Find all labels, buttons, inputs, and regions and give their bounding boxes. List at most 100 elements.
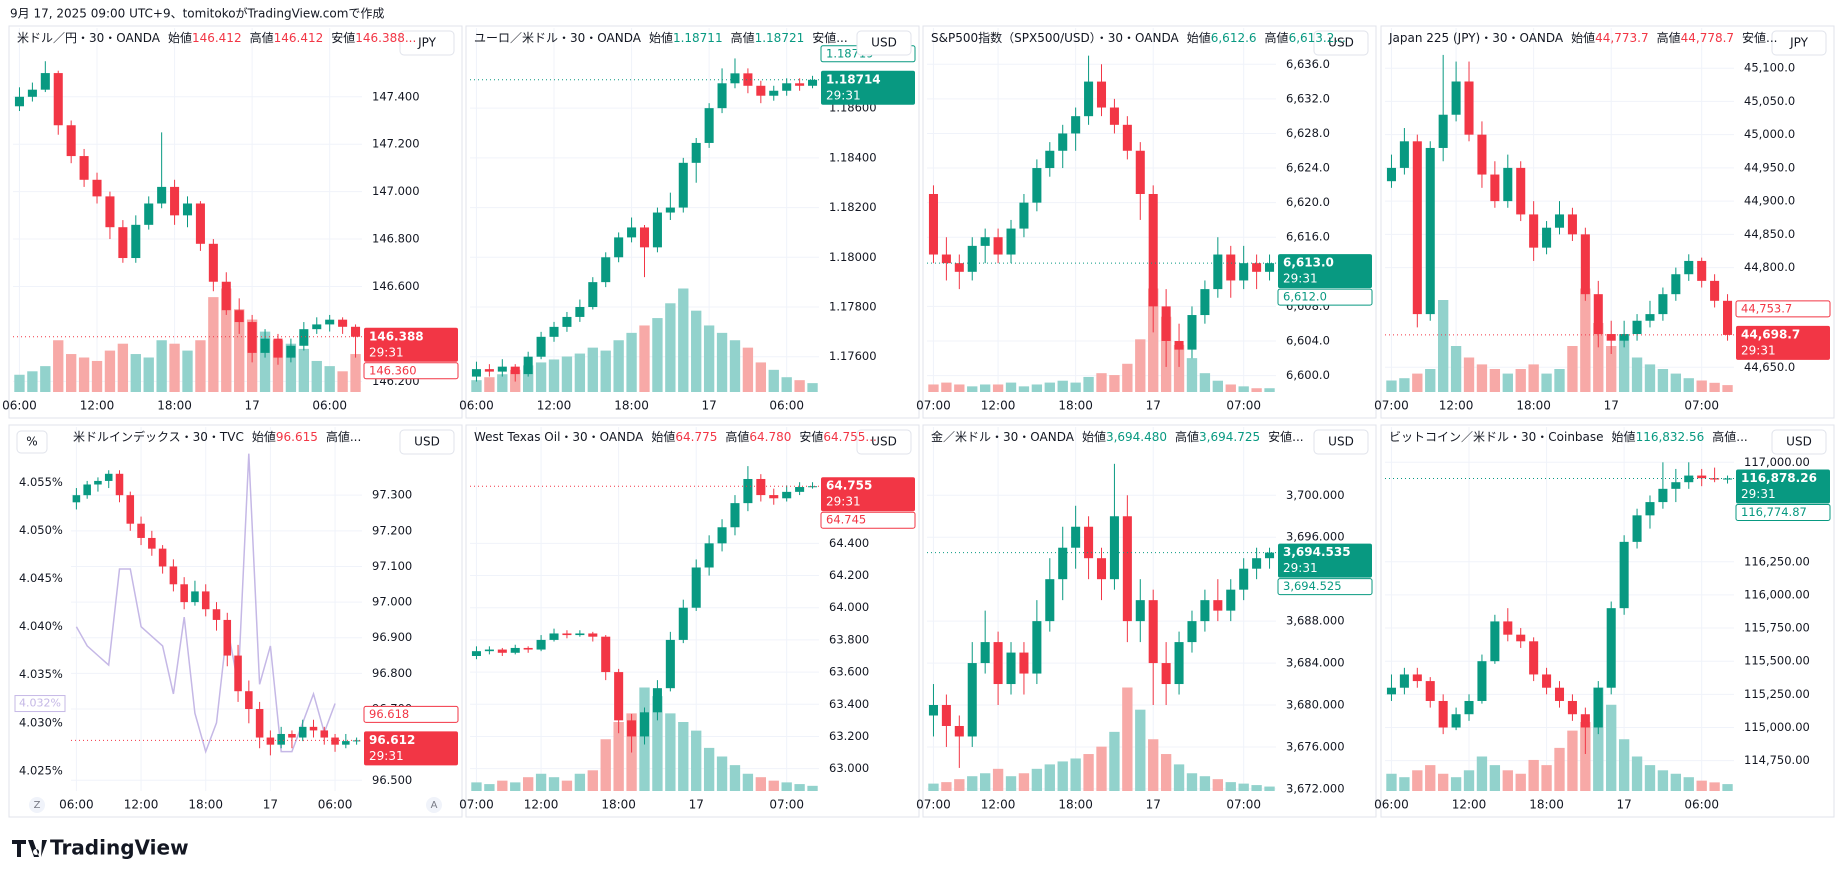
candle-body — [1503, 621, 1513, 635]
candle-body — [1658, 488, 1668, 503]
y-tick-label: 146.600 — [372, 279, 420, 293]
volume-bar — [104, 350, 116, 392]
volume-bar — [1018, 386, 1030, 392]
legend-name: 高値 — [250, 30, 274, 45]
volume-bar — [1135, 709, 1146, 791]
legend: ユーロ／米ドル・30・OANDA 始値1.18711 高値1.18721 安値... — [474, 30, 848, 45]
volume-bar — [208, 297, 219, 392]
y-tick-label: 147.200 — [372, 137, 420, 151]
volume-bar — [117, 343, 129, 392]
candle-body — [704, 543, 714, 568]
candle-body — [182, 203, 193, 216]
candle-body — [510, 366, 520, 375]
volume-bar — [1044, 764, 1055, 791]
legend-title: 米ドル／円・30・OANDA — [17, 31, 161, 45]
x-tick-label: 18:00 — [157, 399, 192, 413]
candle-body — [104, 473, 113, 481]
candle-body — [137, 523, 145, 538]
volume-bar — [1489, 369, 1501, 392]
last-price-badge — [364, 327, 458, 362]
candle-body — [212, 609, 221, 620]
volume-bar — [1644, 364, 1656, 392]
x-tick-label: 06:00 — [1374, 798, 1409, 812]
volume-bar — [652, 696, 663, 791]
candle-body — [351, 326, 361, 337]
chart-panel: 45,100.0 45,050.0 45,000.0 44,950.0 44,900.0… — [1374, 25, 1835, 419]
candle-body — [1071, 116, 1081, 134]
y-tick-label: 63.200 — [829, 729, 869, 743]
countdown: 29:31 — [826, 495, 861, 509]
volume-bar — [1722, 385, 1733, 392]
candle-body — [1658, 294, 1668, 315]
y-tick-label: 97.000 — [372, 595, 412, 609]
volume-bar — [1515, 369, 1526, 392]
volume-bar — [1657, 770, 1669, 791]
y-tick-label: 6,624.0 — [1286, 161, 1330, 175]
volume-bar — [1109, 375, 1120, 392]
y-tick-label: 3,688.000 — [1286, 614, 1345, 628]
chart-panel: 117,000.00 116,250.00 116,000.00 115,750.00… — [1374, 424, 1835, 818]
legend-value: 116,832.56 — [1636, 430, 1705, 444]
legend-value: 44,773.7 — [1595, 31, 1648, 45]
candle-body — [1606, 608, 1616, 688]
candle-body — [588, 282, 598, 307]
volume-bar — [1186, 358, 1198, 392]
x-tick-label: 12:00 — [981, 798, 1016, 812]
legend-value: 146.388... — [355, 31, 416, 45]
candle-body — [769, 495, 779, 499]
candle-body — [1019, 652, 1029, 674]
volume-bar — [1425, 369, 1436, 392]
y-tick-label: 63.000 — [829, 761, 869, 775]
candle-body — [126, 495, 135, 524]
scale-button-label: Z — [34, 800, 41, 811]
candle-body — [1593, 294, 1603, 335]
x-tick-label: 12:00 — [80, 399, 115, 413]
volume-bar — [1528, 364, 1539, 392]
candle-body — [980, 237, 990, 246]
y-tick-label: 3,684.000 — [1286, 656, 1345, 670]
volume-bar — [130, 354, 141, 392]
volume-bar — [324, 366, 335, 392]
x-tick-label: 18:00 — [1516, 399, 1551, 413]
volume-bar — [1238, 783, 1249, 791]
countdown: 29:31 — [1283, 561, 1318, 575]
x-tick-label: 07:00 — [769, 798, 804, 812]
volume-bar — [1593, 323, 1604, 392]
candle-body — [1567, 214, 1577, 235]
candle-body — [717, 83, 727, 109]
volume-bar — [928, 783, 939, 791]
candle-body — [730, 73, 740, 84]
scale-button[interactable] — [29, 797, 45, 813]
unit-label: USD — [1786, 435, 1812, 449]
y-tick-label: 64.200 — [829, 568, 869, 582]
volume-bar — [781, 377, 792, 392]
legend-name: 始値 — [1612, 429, 1636, 444]
volume-bar — [27, 371, 38, 392]
countdown: 29:31 — [826, 88, 861, 102]
x-tick-label: 07:00 — [1374, 399, 1409, 413]
last-price-badge — [1736, 325, 1830, 360]
volume-bar — [1399, 777, 1410, 791]
candle-body — [115, 473, 124, 496]
candle-body — [1490, 621, 1500, 662]
y-tick-label: 3,672.000 — [1286, 781, 1345, 795]
candle-body — [1109, 516, 1119, 580]
candle-body — [1386, 167, 1396, 182]
candle-body — [1265, 552, 1275, 559]
volume-bar — [221, 288, 232, 392]
bid-badge — [1735, 300, 1831, 318]
volume-bar — [1425, 765, 1436, 791]
candle-body — [118, 227, 128, 259]
volume-bar — [156, 340, 167, 392]
volume-bar — [781, 782, 792, 791]
volume-bar — [311, 360, 322, 392]
scale-button[interactable] — [426, 797, 442, 813]
candle-body — [1006, 228, 1016, 255]
legend-value: 6,613.2... — [1289, 31, 1346, 45]
x-tick-label: 06:00 — [2, 399, 37, 413]
volume-bar — [1670, 773, 1682, 791]
unit-box — [16, 430, 48, 454]
chart-panel: 97.30097.20097.10097.00096.90096.80096.7… — [8, 424, 463, 818]
volume-bar — [169, 343, 180, 392]
candle-body — [691, 567, 701, 608]
